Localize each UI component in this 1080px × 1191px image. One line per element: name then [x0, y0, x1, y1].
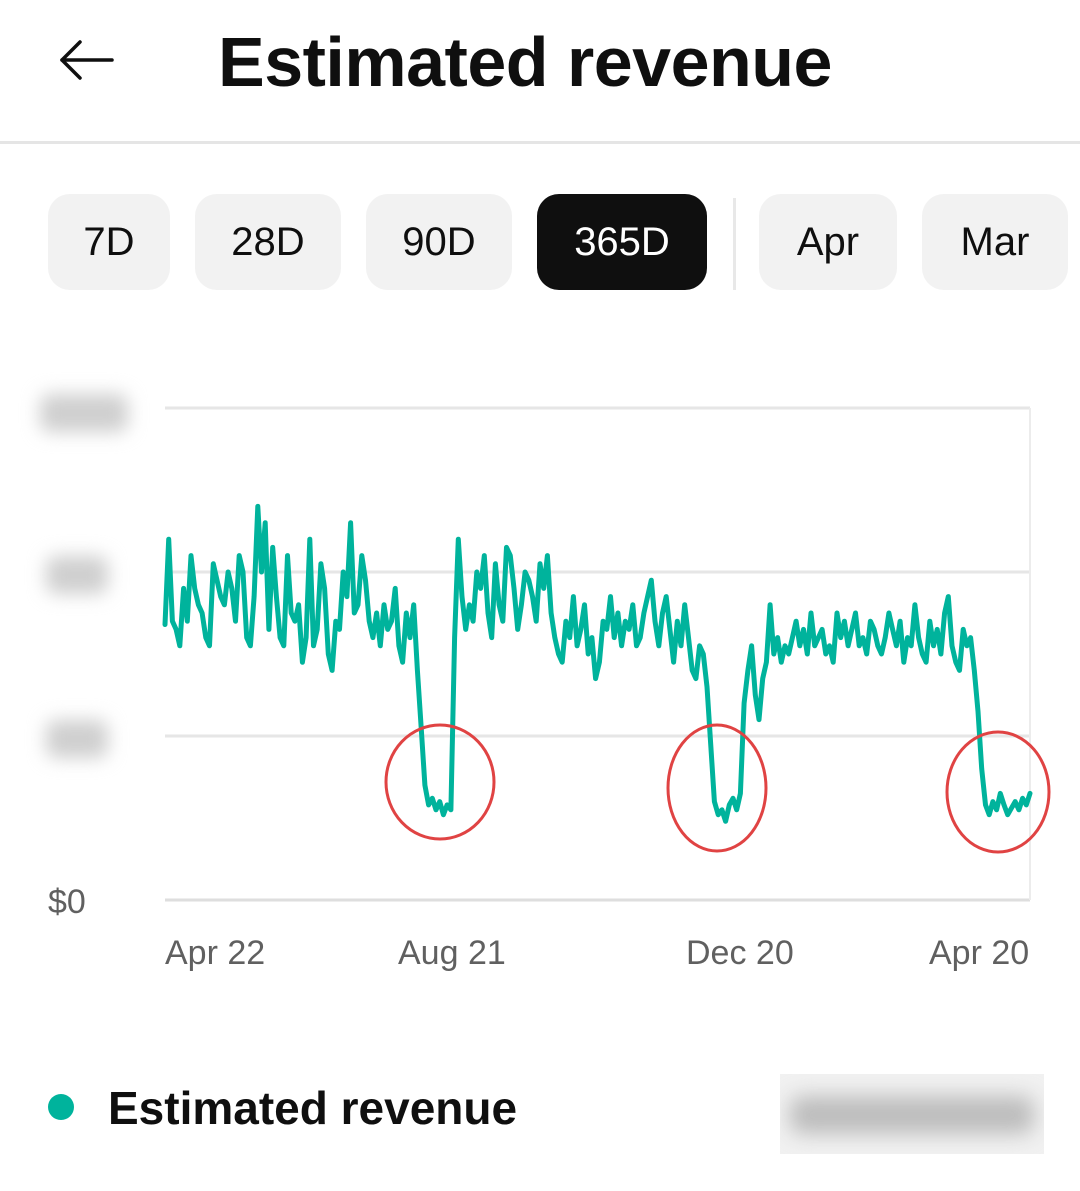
redacted-blur	[790, 1096, 1034, 1134]
chip-7d[interactable]: 7D	[48, 194, 170, 290]
period-filter-chips: 7D 28D 90D 365D Apr Mar	[0, 194, 1080, 290]
chip-mar[interactable]: Mar	[922, 194, 1068, 290]
revenue-series-line	[162, 503, 1033, 824]
chip-apr[interactable]: Apr	[759, 194, 897, 290]
x-tick-label: Dec 20	[686, 934, 794, 972]
legend-color-dot	[48, 1094, 74, 1120]
y-tick-label-blurred	[40, 394, 128, 432]
legend-value-redacted	[780, 1074, 1044, 1154]
y-tick-label-blurred	[46, 720, 108, 758]
chip-365d[interactable]: 365D	[537, 194, 707, 290]
app-bar: Estimated revenue	[0, 0, 1080, 144]
line-chart-svg: $0 Apr 22 Aug 21 Dec 20 Apr 20	[48, 406, 1051, 972]
back-button[interactable]	[48, 22, 124, 98]
revenue-chart[interactable]: $0 Apr 22 Aug 21 Dec 20 Apr 20	[0, 370, 1080, 990]
chip-28d[interactable]: 28D	[195, 194, 341, 290]
annotation-circle	[384, 723, 496, 841]
x-tick-label: Aug 21	[398, 934, 506, 972]
y-tick-label: $0	[48, 883, 86, 921]
page-title: Estimated revenue	[218, 23, 832, 101]
annotation-circle	[666, 723, 768, 853]
annotation-circle	[945, 730, 1051, 854]
arrow-left-icon	[60, 40, 114, 80]
x-tick-label: Apr 20	[929, 934, 1029, 972]
legend-label: Estimated revenue	[108, 1082, 518, 1134]
chart-legend: Estimated revenue	[0, 1060, 1080, 1160]
x-tick-label: Apr 22	[165, 934, 265, 972]
chip-90d[interactable]: 90D	[366, 194, 512, 290]
y-tick-label-blurred	[46, 556, 108, 594]
chip-divider	[733, 198, 736, 290]
